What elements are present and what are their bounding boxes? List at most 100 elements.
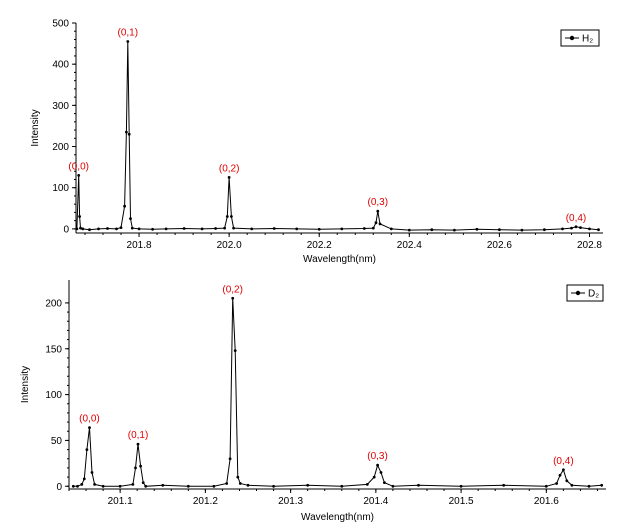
d2-peak-label: (0,0) bbox=[79, 414, 100, 425]
d2-data-point bbox=[246, 483, 250, 487]
d2-y-tick-label: 200 bbox=[45, 298, 62, 309]
h2-data-point bbox=[75, 227, 79, 231]
d2-y-tick-label: 150 bbox=[45, 344, 62, 355]
h2-x-tick-label: 202.4 bbox=[397, 240, 422, 251]
h2-y-tick-label: 400 bbox=[52, 60, 69, 71]
d2-data-point bbox=[141, 481, 145, 484]
h2-data-point bbox=[78, 215, 81, 218]
h2-data-point bbox=[126, 40, 130, 43]
d2-data-point bbox=[90, 471, 94, 474]
d2-data-point bbox=[85, 448, 89, 451]
h2-y-tick-label: 200 bbox=[52, 142, 69, 153]
h2-data-point bbox=[376, 209, 380, 213]
h2-x-tick-label: 202.6 bbox=[487, 240, 512, 251]
d2-peak-label: (0,3) bbox=[367, 451, 388, 462]
h2-x-axis-label: Wavelength(nm) bbox=[303, 254, 376, 265]
d2-spectrum-panel: 0 50 100 150 200 201.1 201.2 201.3 201.4 201.5 201… bbox=[20, 280, 606, 523]
h2-data-point bbox=[362, 227, 366, 230]
d2-data-point bbox=[80, 483, 84, 486]
d2-data-point bbox=[379, 471, 383, 474]
d2-data-point bbox=[144, 484, 148, 488]
h2-data-point bbox=[151, 227, 155, 231]
h2-legend-marker bbox=[569, 35, 575, 41]
d2-data-point bbox=[555, 482, 558, 485]
d2-x-tick-label: 201.2 bbox=[193, 496, 218, 507]
h2-data-point bbox=[453, 228, 456, 232]
h2-peak-label: (0,2) bbox=[219, 163, 240, 174]
h2-data-point bbox=[272, 227, 276, 230]
d2-data-point bbox=[565, 479, 569, 483]
h2-legend-label: H₂ bbox=[582, 34, 593, 45]
d2-data-point bbox=[76, 484, 79, 488]
h2-peak-label: (0,0) bbox=[68, 161, 89, 172]
h2-data-point bbox=[430, 228, 434, 232]
d2-data-point bbox=[93, 483, 96, 486]
d2-y-tick-label: 100 bbox=[45, 390, 62, 401]
d2-data-point bbox=[212, 484, 216, 488]
h2-x-tick-label: 202.0 bbox=[217, 240, 242, 251]
h2-data-point bbox=[97, 227, 100, 231]
h2-data-point bbox=[81, 227, 85, 231]
d2-x-tick-label: 201.1 bbox=[108, 496, 133, 507]
h2-legend-box bbox=[560, 29, 600, 47]
d2-data-point bbox=[372, 475, 376, 479]
d2-data-point bbox=[459, 484, 463, 488]
d2-data-point bbox=[272, 484, 275, 488]
h2-data-point bbox=[127, 132, 131, 136]
h2-data-point bbox=[214, 227, 218, 230]
d2-data-point bbox=[544, 484, 548, 488]
d2-data-point bbox=[570, 483, 574, 487]
d2-peak-label: (0,4) bbox=[553, 456, 574, 467]
h2-data-point bbox=[223, 226, 227, 230]
d2-data-point bbox=[502, 483, 506, 487]
h2-data-point bbox=[597, 228, 600, 232]
h2-data-point bbox=[137, 227, 141, 231]
h2-data-point bbox=[164, 227, 168, 231]
d2-data-point bbox=[391, 484, 395, 488]
d2-data-point bbox=[340, 484, 344, 488]
h2-data-point bbox=[295, 227, 299, 231]
d2-data-point bbox=[376, 463, 379, 467]
h2-data-point bbox=[475, 227, 479, 231]
h2-data-point bbox=[543, 228, 546, 232]
h2-data-point bbox=[374, 221, 378, 225]
d2-data-point bbox=[186, 484, 190, 488]
d2-data-point bbox=[134, 466, 137, 470]
d2-data-point bbox=[587, 484, 591, 488]
d2-data-point bbox=[238, 482, 242, 485]
h2-data-point bbox=[570, 226, 573, 230]
h2-data-point bbox=[498, 228, 501, 232]
h2-data-point bbox=[106, 227, 109, 230]
h2-data-point bbox=[125, 130, 128, 134]
d2-data-point bbox=[233, 349, 237, 352]
h2-data-point bbox=[123, 204, 126, 208]
h2-data-point bbox=[407, 228, 411, 232]
d2-data-point bbox=[225, 482, 229, 485]
d2-x-tick-label: 201.4 bbox=[363, 496, 388, 507]
h2-data-point bbox=[371, 226, 375, 230]
d2-data-point bbox=[600, 483, 604, 487]
d2-x-tick-label: 201.6 bbox=[534, 496, 559, 507]
d2-data-point bbox=[236, 475, 240, 479]
h2-peak-label: (0,1) bbox=[118, 28, 139, 39]
d2-peak-label: (0,2) bbox=[222, 284, 243, 295]
h2-spectrum-panel: 0 100 200 300 400 500 201.8 202.0 202.2 202.4 202.… bbox=[30, 19, 603, 265]
h2-data-point bbox=[130, 226, 134, 230]
h2-data-point bbox=[88, 228, 91, 232]
d2-x-tick-label: 201.5 bbox=[449, 496, 474, 507]
d2-series-line bbox=[73, 298, 602, 487]
h2-data-point bbox=[250, 227, 254, 231]
d2-data-point bbox=[417, 483, 420, 487]
d2-data-point bbox=[231, 296, 235, 300]
h2-peak-label: (0,4) bbox=[566, 213, 587, 224]
d2-data-point bbox=[136, 442, 140, 446]
d2-y-tick-label: 0 bbox=[56, 482, 62, 493]
h2-series-line bbox=[76, 41, 599, 231]
h2-data-point bbox=[77, 174, 81, 177]
d2-data-point bbox=[562, 468, 565, 472]
h2-data-point bbox=[389, 227, 393, 231]
d2-data-point bbox=[365, 483, 369, 486]
d2-data-point bbox=[101, 484, 105, 488]
h2-peak-label: (0,3) bbox=[368, 197, 389, 208]
